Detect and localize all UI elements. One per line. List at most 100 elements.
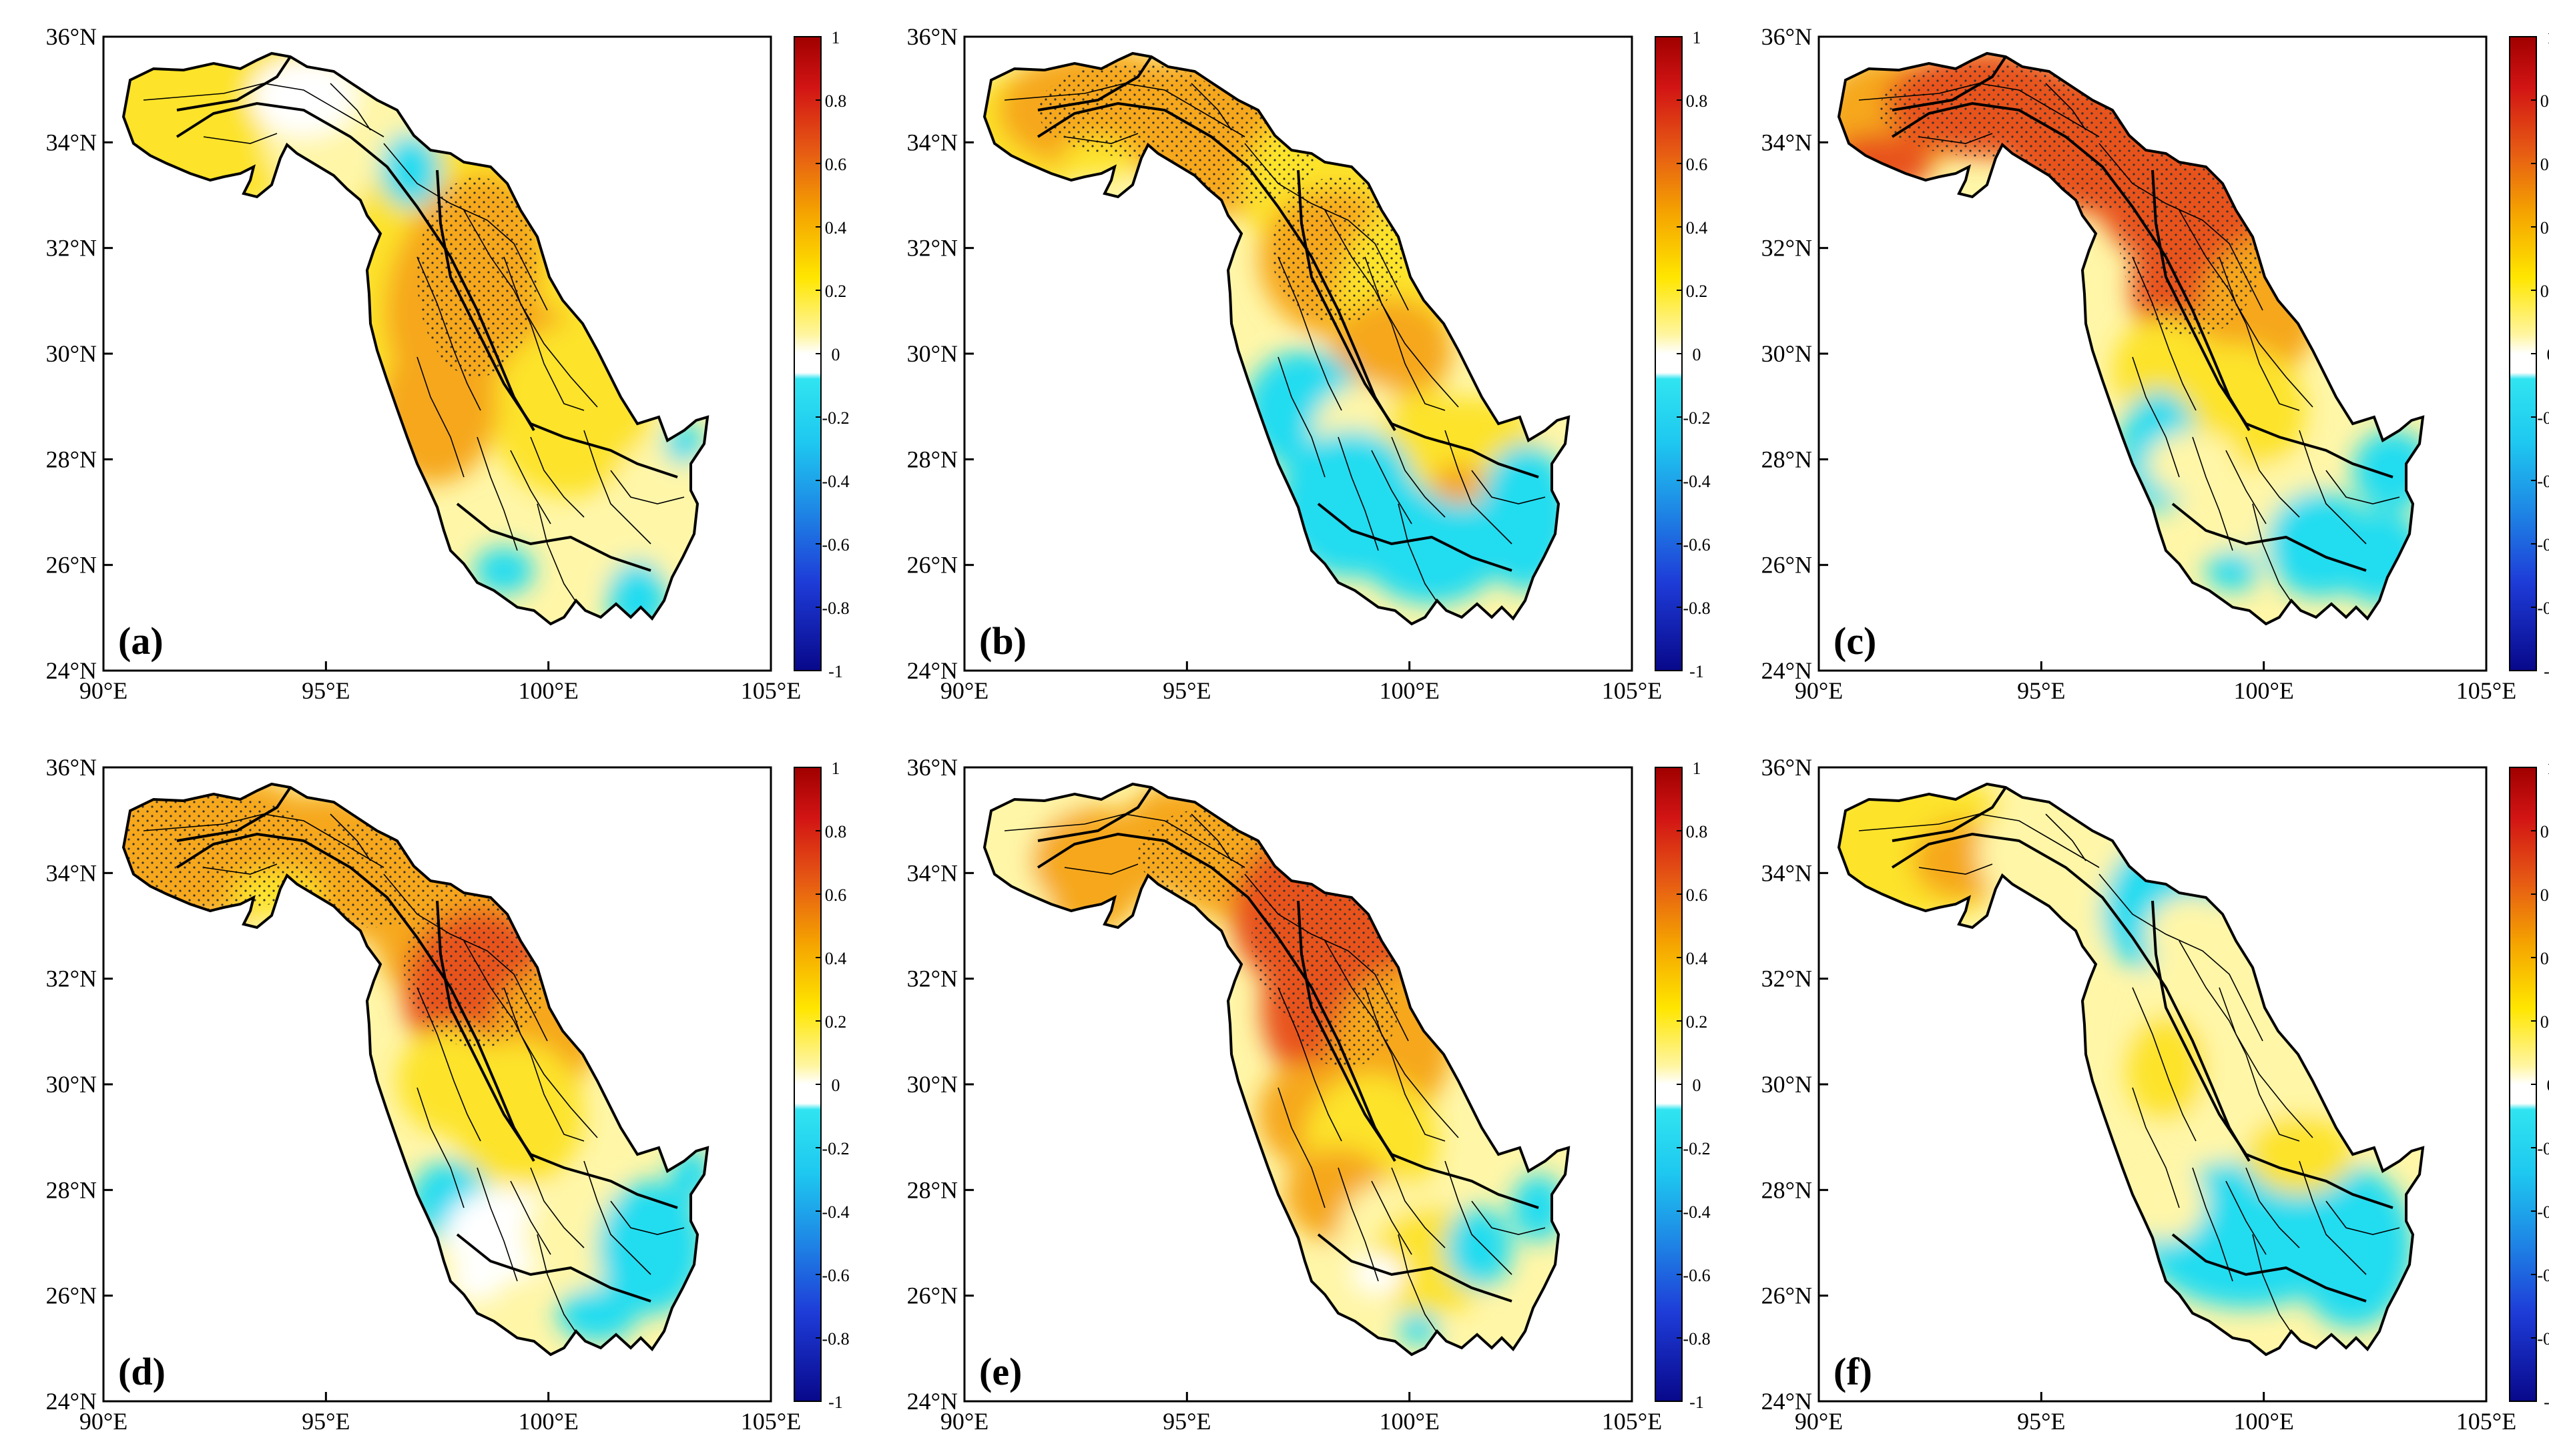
sub-basin-boundary bbox=[463, 940, 585, 1142]
sub-basin-boundary bbox=[2245, 436, 2300, 518]
sub-basin-boundary bbox=[583, 430, 651, 544]
basin-outline bbox=[121, 51, 710, 626]
lon-tick-label: 105°E bbox=[2456, 677, 2516, 704]
major-basin-boundary bbox=[1037, 832, 1396, 1162]
colorbar-tick-label: 0.4 bbox=[2540, 949, 2549, 968]
basin-outline bbox=[1837, 782, 2425, 1357]
colorbar-tick-label: -0.4 bbox=[2537, 472, 2549, 491]
sub-basin-boundary bbox=[2225, 450, 2267, 524]
colorbar-tick-label: 0.2 bbox=[2540, 282, 2549, 301]
lon-tick-label: 100°E bbox=[2233, 1408, 2293, 1435]
basin-outline bbox=[982, 51, 1571, 626]
sub-basin-boundary bbox=[383, 873, 548, 1042]
panel-label: (f) bbox=[1833, 1350, 1872, 1393]
lat-tick-label: 30°N bbox=[1761, 340, 1812, 367]
lat-tick-label: 24°N bbox=[1761, 657, 1812, 684]
colorbar-tick-label: 0 bbox=[832, 1076, 840, 1095]
sub-basin-boundary bbox=[2192, 436, 2233, 551]
colorbar-tick-label: 0 bbox=[2547, 345, 2549, 364]
lat-tick-label: 36°N bbox=[46, 23, 97, 50]
colorbar-tick-label: 1 bbox=[2547, 759, 2549, 778]
sub-basin-boundary bbox=[537, 503, 578, 605]
sub-basin-boundary bbox=[1338, 1167, 1379, 1282]
colorbar-tick-label: -0.6 bbox=[1683, 1266, 1710, 1285]
sub-basin-boundary bbox=[530, 1167, 585, 1248]
map-panel-f: 36°N 34°N 32°N 30°N 28°N 26°N 24°N90°E 95°E 100°… bbox=[1761, 754, 2549, 1435]
lon-tick-label: 100°E bbox=[1379, 677, 1439, 704]
colorbar-tick-label: 0.6 bbox=[825, 885, 847, 905]
sub-basin-boundary bbox=[530, 436, 585, 518]
sub-basin-boundary bbox=[503, 256, 598, 408]
sub-basin-boundary bbox=[477, 1167, 518, 1282]
map-panel-a: 36°N 34°N 32°N 30°N 28°N 26°N 24°N90°E 95°E 100°… bbox=[46, 23, 850, 704]
colorbar: 1 0.8 0.6 0.4 0.2 0 -0.2 -0.4 -0.6 -0.8 -1 bbox=[2509, 759, 2549, 1412]
major-basin-boundary bbox=[1037, 101, 1396, 432]
sub-basin-boundary bbox=[2179, 210, 2300, 411]
map-panel-c: 36°N 34°N 32°N 30°N 28°N 26°N 24°N90°E 95°E 100°… bbox=[1761, 23, 2549, 704]
sub-basin-boundary bbox=[203, 863, 278, 875]
colorbar-tick-label: 0.4 bbox=[1686, 218, 1708, 238]
lon-tick-label: 95°E bbox=[302, 1408, 350, 1435]
colorbar-tick-label: 0 bbox=[2547, 1076, 2549, 1095]
colorbar-tick-label: -0.2 bbox=[822, 1139, 849, 1158]
colorbar-tick-label: -0.6 bbox=[2537, 535, 2549, 555]
lat-tick-label: 34°N bbox=[907, 859, 958, 886]
sub-basin-boundary bbox=[330, 813, 371, 861]
colorbar-tick-label: 0.8 bbox=[1686, 822, 1708, 841]
sub-basin-boundary bbox=[1278, 1087, 1326, 1208]
major-basin-boundary bbox=[456, 502, 651, 572]
lat-tick-label: 26°N bbox=[1761, 1283, 1812, 1309]
colorbar-tick-label: 1 bbox=[1693, 759, 1701, 778]
lat-tick-label: 36°N bbox=[1761, 754, 1812, 781]
sub-basin-boundary bbox=[1364, 256, 1459, 408]
colorbar-tick-label: -0.6 bbox=[822, 1266, 849, 1285]
major-basin-boundary bbox=[2171, 1233, 2367, 1303]
major-basin-boundary bbox=[176, 786, 292, 842]
sub-basin-boundary bbox=[1324, 210, 1446, 411]
colorbar-tick-label: -0.4 bbox=[1683, 472, 1710, 491]
colorbar-tick-label: -0.6 bbox=[2537, 1266, 2549, 1285]
lat-tick-label: 32°N bbox=[1761, 966, 1812, 992]
colorbar-tick-label: -1 bbox=[1689, 1393, 1704, 1412]
panel-label: (b) bbox=[979, 619, 1027, 663]
sub-basin-boundary bbox=[2045, 83, 2086, 131]
colorbar: 1 0.8 0.6 0.4 0.2 0 -0.2 -0.4 -0.6 -0.8 -1 bbox=[2509, 28, 2549, 681]
sub-basin-boundary bbox=[2299, 430, 2367, 544]
colorbar-tick-label: -0.2 bbox=[2537, 1139, 2549, 1158]
sub-basin-boundary bbox=[1471, 470, 1546, 504]
colorbar-tick-label: -1 bbox=[2544, 662, 2549, 681]
lat-tick-label: 24°N bbox=[1761, 1388, 1812, 1415]
colorbar-tick-label: 0.8 bbox=[825, 822, 847, 841]
colorbar: 1 0.8 0.6 0.4 0.2 0 -0.2 -0.4 -0.6 -0.8 -1 bbox=[1655, 28, 1711, 681]
lat-tick-label: 26°N bbox=[46, 552, 97, 579]
major-basin-boundary bbox=[1297, 169, 1539, 478]
lon-tick-label: 100°E bbox=[2233, 677, 2293, 704]
colorbar-tick-label: 0.8 bbox=[1686, 91, 1708, 111]
sub-basin-boundary bbox=[203, 133, 278, 144]
sub-basin-boundary bbox=[1918, 133, 1993, 144]
lat-tick-label: 24°N bbox=[46, 657, 97, 684]
sub-basin-boundary bbox=[1278, 256, 1342, 411]
colorbar-tick-label: 1 bbox=[832, 28, 840, 47]
panel-label: (c) bbox=[1833, 619, 1876, 663]
sub-basin-boundary bbox=[1064, 863, 1139, 875]
sub-basin-boundary bbox=[416, 356, 465, 478]
sub-basin-boundary bbox=[2225, 1180, 2267, 1255]
lon-tick-label: 95°E bbox=[2017, 1408, 2065, 1435]
lon-tick-label: 100°E bbox=[1379, 1408, 1439, 1435]
basin-outline bbox=[982, 782, 1571, 1357]
sub-basin-boundary bbox=[1191, 83, 1232, 131]
lat-tick-label: 24°N bbox=[907, 657, 958, 684]
major-basin-boundary bbox=[1317, 1233, 1512, 1303]
lon-tick-label: 95°E bbox=[2017, 677, 2065, 704]
lon-tick-label: 90°E bbox=[79, 677, 127, 704]
lat-tick-label: 24°N bbox=[46, 1388, 97, 1415]
sub-basin-boundary bbox=[1371, 450, 1412, 524]
sub-basin-boundary bbox=[2219, 256, 2313, 408]
sub-basin-boundary bbox=[583, 1160, 651, 1275]
sub-basin-boundary bbox=[610, 1200, 685, 1235]
major-basin-boundary bbox=[2151, 169, 2393, 478]
sub-basin-boundary bbox=[2192, 1167, 2233, 1282]
sub-basin-boundary bbox=[1278, 356, 1326, 478]
sub-basin-boundary bbox=[1471, 1200, 1546, 1235]
